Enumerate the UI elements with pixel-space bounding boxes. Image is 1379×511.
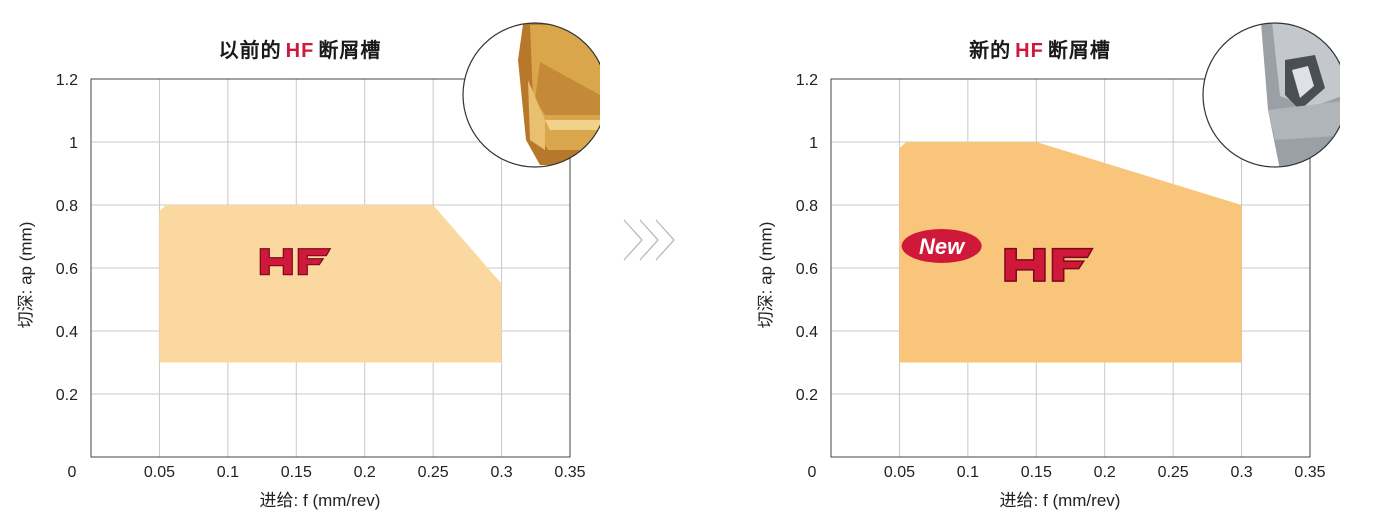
x-tick-label: 0.05 <box>884 464 915 481</box>
hf-logo <box>1004 247 1094 282</box>
x-tick-label: 0.3 <box>490 464 512 481</box>
insert-closeup-frame <box>462 22 600 168</box>
y-tick-label: 0.8 <box>796 198 818 215</box>
x-tick-label: 0.35 <box>554 464 585 481</box>
origin-label: 0 <box>68 464 77 481</box>
x-tick-label: 0.35 <box>1294 464 1325 481</box>
x-tick-label: 0.15 <box>281 464 312 481</box>
new-badge-label: New <box>919 234 966 259</box>
plot-frame <box>830 78 1311 458</box>
y-tick-label: 1.2 <box>796 72 818 89</box>
x-tick-label: 0.25 <box>418 464 449 481</box>
y-tick-label: 1 <box>809 135 818 152</box>
title-highlight: HF <box>285 40 315 62</box>
title-highlight: HF <box>1015 40 1044 62</box>
x-axis-label-new: 进给: f (mm/rev) <box>999 491 1121 510</box>
chart-panel-new: 0.05 0.1 0.15 0.2 0.25 0.3 0.35 0.2 0.4 0.6 0.8 1 1.… <box>740 0 1340 510</box>
x-tick-label: 0.25 <box>1158 464 1189 481</box>
new-badge <box>901 228 982 263</box>
triple-chevron-right-icon <box>623 219 675 261</box>
x-tick-label: 0.1 <box>217 464 239 481</box>
insert-closeup-image <box>1203 23 1340 167</box>
insert-closeup-frame <box>1202 22 1340 168</box>
x-tick-label: 0.15 <box>1021 464 1052 481</box>
y-tick-label: 0.4 <box>56 324 78 341</box>
y-tick-label: 0.2 <box>56 387 78 404</box>
hf-logo <box>259 248 332 276</box>
y-tick-label: 0.8 <box>56 198 78 215</box>
y-tick-label: 0.6 <box>796 261 818 278</box>
x-tick-label: 0.1 <box>957 464 979 481</box>
origin-label: 0 <box>808 464 817 481</box>
chart-panel-previous: 0.05 0.1 0.15 0.2 0.25 0.3 0.35 0.2 0.4 0.6 0.8 1 1.… <box>0 0 600 510</box>
plot-frame <box>90 78 571 458</box>
y-tick-label: 0.4 <box>796 324 818 341</box>
x-tick-label: 0.2 <box>354 464 376 481</box>
chart-previous-svg: 0.05 0.1 0.15 0.2 0.25 0.3 0.35 0.2 0.4 0.6 0.8 1 1.… <box>56 22 600 481</box>
title-prefix: 以前的 <box>218 40 282 62</box>
y-tick-label: 0.6 <box>56 261 78 278</box>
x-axis-label-previous: 进给: f (mm/rev) <box>259 491 381 510</box>
y-tick-label: 0.2 <box>796 387 818 404</box>
title-suffix: 断屑槽 <box>1047 40 1111 62</box>
chart-title-previous: 以前的 HF 断屑槽 <box>0 34 600 63</box>
y-axis-label-previous: 切深: ap (mm) <box>16 221 36 329</box>
feasible-region <box>159 205 502 363</box>
chart-title-new: 新的 HF 断屑槽 <box>740 34 1340 63</box>
insert-closeup-image <box>463 23 600 167</box>
y-axis-label-new: 切深: ap (mm) <box>756 221 776 329</box>
title-suffix: 断屑槽 <box>318 40 382 62</box>
title-prefix: 新的 <box>969 40 1012 62</box>
x-tick-label: 0.2 <box>1094 464 1116 481</box>
x-tick-label: 0.05 <box>144 464 175 481</box>
y-tick-label: 1 <box>69 135 78 152</box>
y-tick-label: 1.2 <box>56 72 78 89</box>
x-tick-label: 0.3 <box>1230 464 1252 481</box>
chart-new-svg: 0.05 0.1 0.15 0.2 0.25 0.3 0.35 0.2 0.4 0.6 0.8 1 1.… <box>796 22 1340 481</box>
